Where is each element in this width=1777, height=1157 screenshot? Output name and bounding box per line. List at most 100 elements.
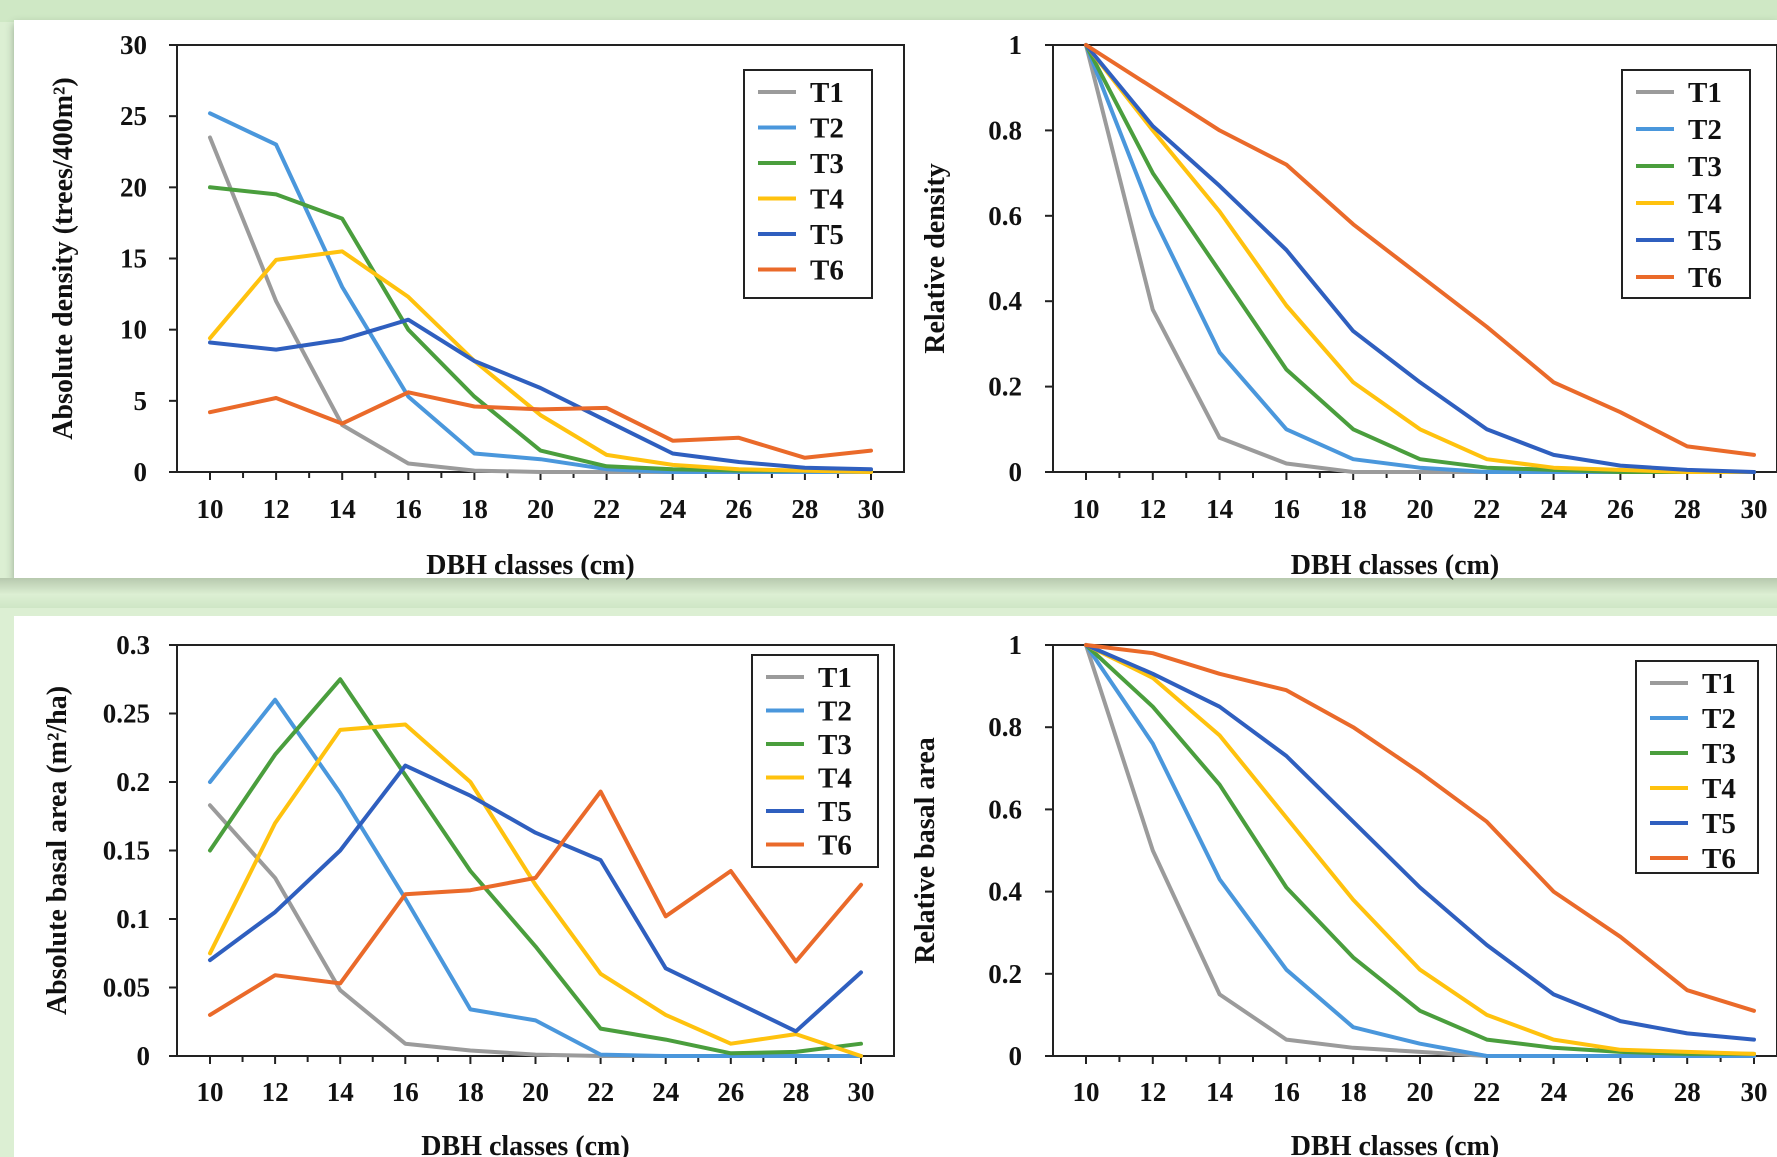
x-tick-label: 28 xyxy=(1674,494,1701,524)
x-tick-label: 24 xyxy=(659,494,686,524)
x-tick-label: 30 xyxy=(1741,1077,1768,1107)
legend-label-t5: T5 xyxy=(1688,225,1722,257)
y-tick-label: 20 xyxy=(120,172,147,202)
x-axis-label: DBH classes (cm) xyxy=(1291,550,1499,581)
x-tick-label: 14 xyxy=(329,494,356,524)
y-axis-label: Absolute density (trees/400m²) xyxy=(48,77,79,440)
legend-label-t2: T2 xyxy=(810,113,844,145)
x-tick-label: 28 xyxy=(1674,1077,1701,1107)
y-tick-label: 0.6 xyxy=(988,794,1022,824)
x-tick-label: 22 xyxy=(593,494,620,524)
y-tick-label: 25 xyxy=(120,101,147,131)
y-tick-label: 0.15 xyxy=(103,836,150,866)
y-tick-label: 30 xyxy=(120,30,147,60)
legend-box xyxy=(743,69,873,299)
chart-1: 0 5 10 15 20 25 30 10 12 14 16 18 20 22 24 26 28 30 DBH cl… xyxy=(48,30,905,581)
series-line-t3 xyxy=(1084,643,1756,1056)
y-tick-label: 15 xyxy=(120,244,147,274)
legend-label-t5: T5 xyxy=(818,796,852,828)
x-tick-label: 24 xyxy=(1540,494,1567,524)
x-tick-label: 26 xyxy=(725,494,752,524)
x-tick-label: 22 xyxy=(1473,1077,1500,1107)
x-tick-label: 24 xyxy=(652,1077,679,1107)
y-tick-label: 0.8 xyxy=(988,712,1022,742)
legend-label-t2: T2 xyxy=(818,696,852,728)
x-tick-label: 10 xyxy=(1073,494,1100,524)
legend-label-t4: T4 xyxy=(818,763,852,795)
legend-label-t3: T3 xyxy=(818,729,852,761)
series-line-t6 xyxy=(1084,43,1756,457)
y-tick-label: 0.2 xyxy=(988,959,1022,989)
legend-label-t1: T1 xyxy=(1702,668,1736,700)
legend-label-t5: T5 xyxy=(810,219,844,251)
x-tick-label: 20 xyxy=(527,494,554,524)
y-tick-label: 0 xyxy=(134,457,148,487)
y-tick-label: 0 xyxy=(1009,457,1023,487)
x-tick-label: 20 xyxy=(522,1077,549,1107)
y-tick-label: 0.1 xyxy=(116,904,150,934)
x-axis-label: DBH classes (cm) xyxy=(421,1131,629,1157)
series-line-t5 xyxy=(208,763,863,1034)
series-line-t5 xyxy=(1084,643,1756,1042)
y-tick-label: 10 xyxy=(120,315,147,345)
legend-label-t1: T1 xyxy=(1688,77,1722,109)
legend-label-t3: T3 xyxy=(810,148,844,180)
x-tick-label: 12 xyxy=(1139,494,1166,524)
x-tick-label: 18 xyxy=(1340,1077,1367,1107)
legend-box xyxy=(751,654,879,868)
y-tick-label: 0.4 xyxy=(988,286,1022,316)
x-tick-label: 26 xyxy=(717,1077,744,1107)
x-tick-label: 30 xyxy=(1741,494,1768,524)
legend-label-t6: T6 xyxy=(1688,262,1722,294)
legend-label-t3: T3 xyxy=(1702,738,1736,770)
legend-box xyxy=(1621,69,1751,299)
series-line-t4 xyxy=(1084,43,1756,474)
x-tick-label: 12 xyxy=(262,1077,289,1107)
x-tick-label: 14 xyxy=(327,1077,354,1107)
y-axis-label: Absolute basal area (m²/ha) xyxy=(42,686,73,1015)
series-line-t6 xyxy=(208,789,863,1017)
y-tick-label: 0.2 xyxy=(116,767,150,797)
chart-4: 0 0.2 0.4 0.6 0.8 1 10 12 14 16 18 20 22 24 26 28 30 DBH … xyxy=(910,630,1777,1157)
chart-3: 0 0.05 0.1 0.15 0.2 0.25 0.3 10 12 14 16 18 20 22 24 26… xyxy=(42,630,895,1157)
legend-label-t1: T1 xyxy=(818,662,852,694)
x-tick-label: 18 xyxy=(461,494,488,524)
y-tick-label: 5 xyxy=(134,386,148,416)
y-tick-label: 0.2 xyxy=(988,372,1022,402)
x-tick-label: 16 xyxy=(395,494,422,524)
legend-label-t6: T6 xyxy=(1702,843,1736,875)
legend-label-t5: T5 xyxy=(1702,808,1736,840)
y-tick-label: 0 xyxy=(137,1041,151,1071)
x-tick-label: 28 xyxy=(791,494,818,524)
x-tick-label: 16 xyxy=(1273,1077,1300,1107)
y-tick-label: 0 xyxy=(1009,1041,1023,1071)
x-tick-label: 24 xyxy=(1540,1077,1567,1107)
series-line-t4 xyxy=(208,249,873,474)
x-tick-label: 10 xyxy=(1073,1077,1100,1107)
y-tick-label: 0.8 xyxy=(988,115,1022,145)
series-line-t2 xyxy=(1084,643,1756,1058)
x-tick-label: 10 xyxy=(197,494,224,524)
legend-label-t6: T6 xyxy=(818,830,852,862)
x-tick-label: 30 xyxy=(858,494,885,524)
legend-label-t4: T4 xyxy=(1702,773,1736,805)
x-tick-label: 20 xyxy=(1407,494,1434,524)
top-chart-panel xyxy=(14,20,1777,580)
y-tick-label: 1 xyxy=(1009,30,1023,60)
x-tick-label: 12 xyxy=(1139,1077,1166,1107)
y-tick-label: 0.4 xyxy=(988,877,1022,907)
x-tick-label: 12 xyxy=(263,494,290,524)
x-tick-label: 18 xyxy=(457,1077,484,1107)
chart-2: 0 0.2 0.4 0.6 0.8 1 10 12 14 16 18 20 22 24 26 28 30 DBH … xyxy=(920,30,1777,581)
series-line-t4 xyxy=(208,722,863,1058)
x-tick-label: 20 xyxy=(1407,1077,1434,1107)
x-tick-label: 18 xyxy=(1340,494,1367,524)
x-tick-label: 16 xyxy=(392,1077,419,1107)
panel-divider xyxy=(0,578,1777,608)
legend-label-t1: T1 xyxy=(810,77,844,109)
y-axis-label: Relative basal area xyxy=(910,737,941,964)
x-tick-label: 22 xyxy=(587,1077,614,1107)
